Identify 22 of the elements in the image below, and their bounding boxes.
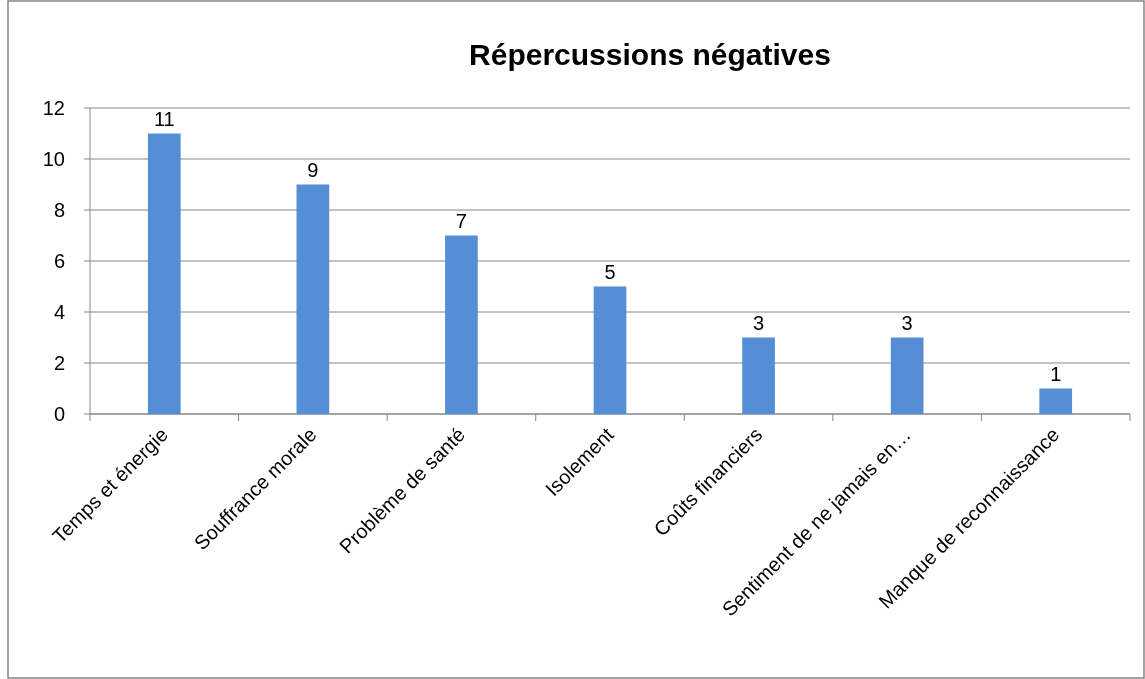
bar — [147, 133, 181, 414]
bar — [890, 337, 924, 414]
chart-title: Répercussions négatives — [469, 38, 831, 71]
y-tick-label: 2 — [53, 352, 65, 374]
data-label: 3 — [901, 311, 913, 334]
y-tick-label: 6 — [53, 250, 65, 272]
data-label: 9 — [307, 158, 319, 181]
y-tick-label: 0 — [53, 403, 65, 425]
y-tick-label: 4 — [53, 301, 65, 323]
bar — [593, 286, 627, 414]
y-tick-label: 12 — [42, 97, 65, 119]
data-label: 11 — [153, 107, 175, 130]
bar — [1039, 388, 1073, 414]
data-label: 5 — [604, 260, 616, 283]
data-label: 7 — [455, 209, 467, 232]
y-tick-label: 8 — [53, 199, 65, 221]
bar — [296, 184, 330, 414]
data-label: 3 — [753, 311, 765, 334]
y-tick-label: 10 — [42, 148, 65, 170]
bar — [742, 337, 775, 414]
bar — [445, 235, 478, 414]
data-label: 1 — [1050, 362, 1062, 385]
